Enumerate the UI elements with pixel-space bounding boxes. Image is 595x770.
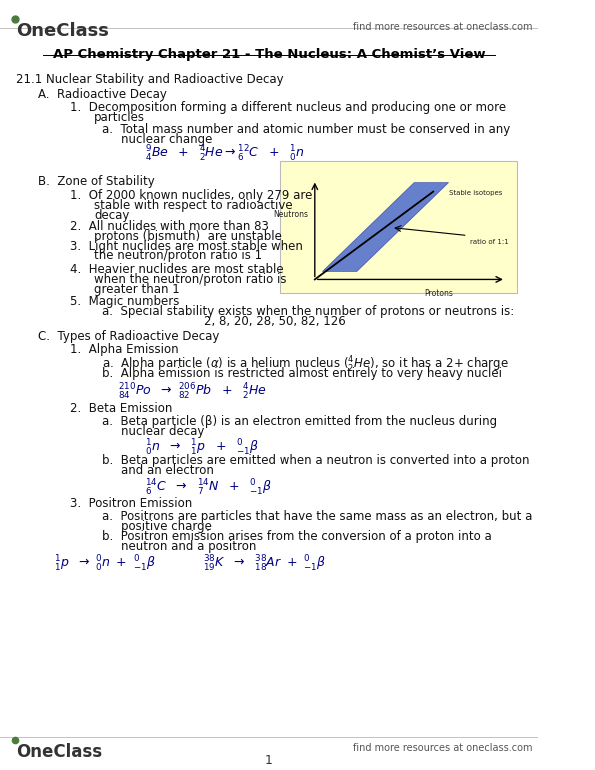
Text: 5.  Magic numbers: 5. Magic numbers — [70, 295, 179, 308]
Text: $^{1}_{1}p\ \ \rightarrow\ ^{0}_{0}n\ +\ ^{0}_{-1}\beta$$\qquad\qquad$$^{38}_{19: $^{1}_{1}p\ \ \rightarrow\ ^{0}_{0}n\ +\… — [54, 554, 326, 574]
Text: Neutrons: Neutrons — [273, 210, 308, 219]
Text: Protons: Protons — [425, 289, 453, 298]
Text: b.  Positron emission arises from the conversion of a proton into a: b. Positron emission arises from the con… — [102, 530, 492, 543]
Text: A.  Radioactive Decay: A. Radioactive Decay — [37, 88, 167, 101]
Text: nuclear decay: nuclear decay — [121, 425, 205, 438]
Text: 21.1 Nuclear Stability and Radioactive Decay: 21.1 Nuclear Stability and Radioactive D… — [16, 73, 284, 86]
Text: b.  Alpha emission is restricted almost entirely to very heavy nuclei: b. Alpha emission is restricted almost e… — [102, 367, 502, 380]
Text: a.  Special stability exists when the number of protons or neutrons is:: a. Special stability exists when the num… — [102, 305, 515, 318]
Text: protons (bismuth)  are unstable: protons (bismuth) are unstable — [94, 229, 282, 243]
Text: C.  Types of Radioactive Decay: C. Types of Radioactive Decay — [37, 330, 219, 343]
FancyBboxPatch shape — [280, 161, 516, 293]
Text: 1.  Decomposition forming a different nucleus and producing one or more: 1. Decomposition forming a different nuc… — [70, 101, 506, 113]
Text: $^{210}_{84}Po\ \ \rightarrow\ ^{206}_{82}Pb\ \ +\ \ ^{4}_{2}He$: $^{210}_{84}Po\ \ \rightarrow\ ^{206}_{8… — [118, 381, 267, 402]
Text: $^{14}_{6}C\ \ \rightarrow\ \ ^{14}_{7}N\ \ +\ \ ^{0}_{-1}\beta$: $^{14}_{6}C\ \ \rightarrow\ \ ^{14}_{7}N… — [145, 477, 273, 497]
Text: positive charge: positive charge — [121, 520, 212, 533]
Text: a.  Positrons are particles that have the same mass as an electron, but a: a. Positrons are particles that have the… — [102, 510, 533, 523]
Text: decay: decay — [94, 209, 130, 222]
Text: when the neutron/proton ratio is: when the neutron/proton ratio is — [94, 273, 287, 286]
Text: 1.  Alpha Emission: 1. Alpha Emission — [70, 343, 178, 357]
Text: 1.  Of 2000 known nuclides, only 279 are: 1. Of 2000 known nuclides, only 279 are — [70, 189, 312, 202]
Text: 4.  Heavier nuclides are most stable: 4. Heavier nuclides are most stable — [70, 263, 284, 276]
Text: OneClass: OneClass — [16, 743, 102, 761]
Text: 1: 1 — [265, 754, 273, 767]
Text: b.  Beta particles are emitted when a neutron is converted into a proton: b. Beta particles are emitted when a neu… — [102, 454, 530, 467]
Text: find more resources at oneclass.com: find more resources at oneclass.com — [353, 22, 533, 32]
Text: a.  Alpha particle ($\alpha$) is a helium nucleus ($^{4}_{2}He$), so it has a 2+: a. Alpha particle ($\alpha$) is a helium… — [102, 355, 509, 375]
Text: nuclear change: nuclear change — [121, 132, 212, 146]
Polygon shape — [322, 182, 449, 272]
Text: AP Chemistry Chapter 21 - The Nucleus: A Chemist’s View: AP Chemistry Chapter 21 - The Nucleus: A… — [53, 48, 486, 61]
Text: neutron and a positron: neutron and a positron — [121, 540, 256, 553]
Text: 2, 8, 20, 28, 50, 82, 126: 2, 8, 20, 28, 50, 82, 126 — [205, 315, 346, 328]
Text: a.  Beta particle (β) is an electron emitted from the nucleus during: a. Beta particle (β) is an electron emit… — [102, 415, 497, 428]
Text: 2.  All nuclides with more than 83: 2. All nuclides with more than 83 — [70, 219, 269, 233]
Text: OneClass: OneClass — [16, 22, 109, 40]
Text: a.  Total mass number and atomic number must be conserved in any: a. Total mass number and atomic number m… — [102, 123, 511, 136]
Text: find more resources at oneclass.com: find more resources at oneclass.com — [353, 743, 533, 753]
Text: 3.  Light nuclides are most stable when: 3. Light nuclides are most stable when — [70, 239, 303, 253]
Text: $^{1}_{0}n\ \ \rightarrow\ \ ^{1}_{1}p\ \ +\ \ ^{0}_{-1}\beta$: $^{1}_{0}n\ \ \rightarrow\ \ ^{1}_{1}p\ … — [145, 437, 259, 457]
Text: greater than 1: greater than 1 — [94, 283, 180, 296]
Text: particles: particles — [94, 111, 145, 123]
Text: the neutron/proton ratio is 1: the neutron/proton ratio is 1 — [94, 249, 262, 263]
Text: and an electron: and an electron — [121, 464, 214, 477]
Text: $^{9}_{4}Be\ \ +\ \ ^{4}_{2}He \rightarrow ^{12}_{6}C\ \ +\ \ ^{1}_{0}n$: $^{9}_{4}Be\ \ +\ \ ^{4}_{2}He \rightarr… — [145, 144, 305, 165]
Text: 3.  Positron Emission: 3. Positron Emission — [70, 497, 192, 510]
Text: B.  Zone of Stability: B. Zone of Stability — [37, 175, 155, 188]
Text: stable with respect to radioactive: stable with respect to radioactive — [94, 199, 293, 212]
Text: Stable isotopes: Stable isotopes — [449, 189, 502, 196]
Text: ratio of 1:1: ratio of 1:1 — [470, 239, 509, 246]
Text: 2.  Beta Emission: 2. Beta Emission — [70, 402, 173, 415]
